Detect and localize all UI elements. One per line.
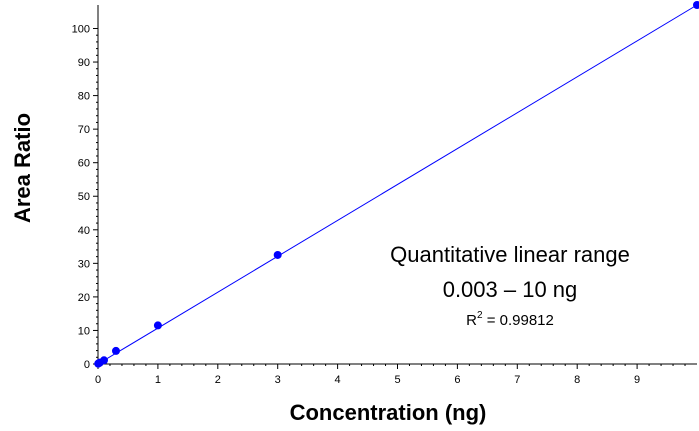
y-axis: 0 10 20 30 40 50 60 70 80 90 100	[72, 5, 99, 371]
x-tick-label: 2	[215, 374, 221, 386]
y-tick-label: 30	[78, 258, 90, 270]
x-tick-label: 8	[574, 374, 580, 386]
y-tick-label: 90	[78, 57, 90, 69]
data-point	[693, 1, 699, 9]
r2-symbol: R	[466, 312, 477, 329]
annotation-r-squared: R2 = 0.99812	[466, 310, 554, 329]
y-tick-label: 40	[78, 225, 90, 237]
x-tick-label: 4	[335, 374, 341, 386]
y-tick-label: 60	[78, 158, 90, 170]
x-tick-label: 5	[394, 374, 400, 386]
y-tick-label: 50	[78, 191, 90, 203]
x-axis-title: Concentration (ng)	[290, 400, 487, 425]
x-tick-label: 7	[514, 374, 520, 386]
x-tick-label: 3	[275, 374, 281, 386]
data-points	[94, 1, 699, 368]
x-tick-label: 1	[155, 374, 161, 386]
y-tick-label: 80	[78, 91, 90, 103]
y-tick-label: 100	[72, 23, 90, 35]
y-tick-label: 20	[78, 292, 90, 304]
data-point	[153, 321, 162, 330]
annotation-linear-range: Quantitative linear range	[390, 242, 630, 267]
r2-value: = 0.99812	[483, 312, 554, 329]
annotation-range-values: 0.003 – 10 ng	[443, 277, 578, 302]
y-axis-title: Area Ratio	[10, 113, 35, 223]
x-tick-label: 9	[634, 374, 640, 386]
x-tick-label: 0	[95, 374, 101, 386]
regression-line	[97, 4, 698, 365]
x-axis: 0 1 2 3 4 5 6 7 8 9	[95, 363, 697, 386]
data-point	[273, 250, 282, 259]
regression-line-group	[97, 4, 698, 365]
data-point	[99, 356, 108, 365]
x-tick-label: 6	[454, 374, 460, 386]
y-tick-label: 0	[84, 359, 90, 371]
r2-superscript: 2	[477, 310, 483, 321]
data-point	[111, 346, 120, 355]
y-tick-label: 70	[78, 124, 90, 136]
y-tick-label: 10	[78, 325, 90, 337]
